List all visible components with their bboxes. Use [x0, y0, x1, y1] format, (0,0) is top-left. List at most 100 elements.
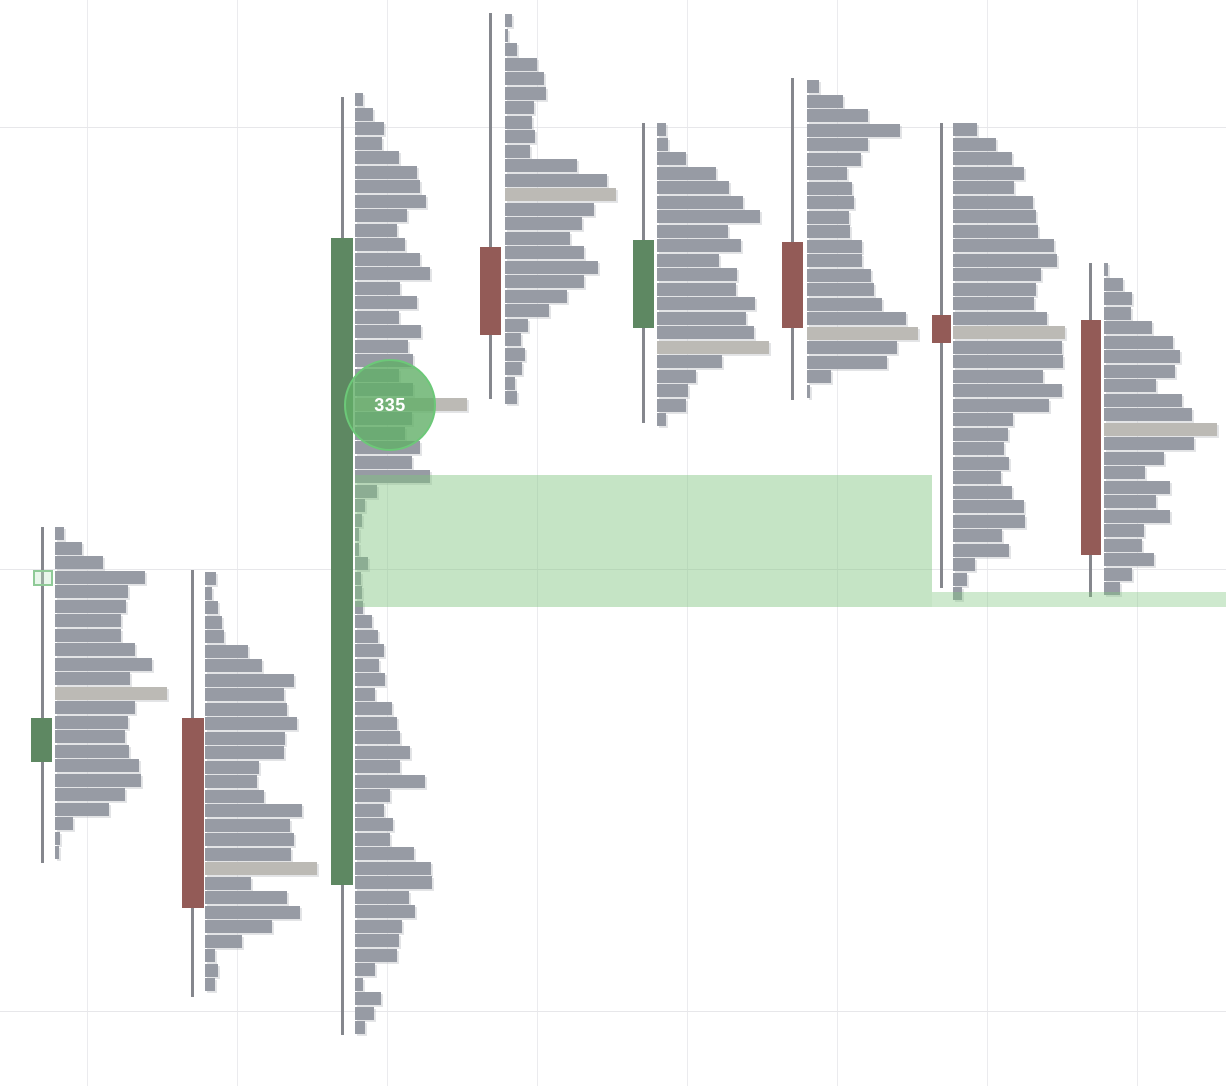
volume-bar — [55, 759, 139, 772]
candle-body-bear — [932, 315, 951, 343]
volume-bar — [355, 282, 400, 295]
volume-bar — [205, 920, 272, 933]
volume-bar — [953, 413, 1013, 426]
poc-volume-bar — [657, 341, 769, 354]
volume-bar — [355, 978, 363, 991]
volume-bar — [355, 760, 400, 773]
volume-bar — [807, 211, 849, 224]
volume-bar — [355, 891, 409, 904]
gridline-horizontal — [0, 1011, 1226, 1012]
demand-zone[interactable] — [355, 475, 932, 607]
volume-bar — [355, 93, 363, 106]
volume-bar — [505, 246, 584, 259]
volume-bar — [657, 370, 696, 383]
volume-bar — [355, 296, 417, 309]
volume-bar — [657, 413, 666, 426]
volume-bar — [355, 224, 397, 237]
volume-bar — [1104, 466, 1145, 479]
volume-bar — [355, 108, 373, 121]
volume-bar — [505, 72, 544, 85]
volume-bar — [505, 377, 515, 390]
volume-bar — [657, 138, 668, 151]
volume-bar — [355, 876, 432, 889]
entry-marker-icon[interactable] — [33, 570, 53, 586]
volume-bar — [1104, 379, 1156, 392]
volume-bar — [55, 817, 73, 830]
volume-bar — [355, 789, 390, 802]
volume-bar — [1104, 263, 1108, 276]
volume-bar — [1104, 394, 1182, 407]
candle-wick — [790, 78, 794, 400]
volume-bar — [205, 601, 218, 614]
volume-bar — [55, 832, 60, 845]
volume-bar — [807, 240, 862, 253]
volume-bar — [1104, 452, 1164, 465]
volume-bar — [807, 182, 852, 195]
volume-bar — [55, 527, 64, 540]
volume-bar — [55, 803, 109, 816]
volume-bar — [807, 225, 850, 238]
volume-bar — [953, 457, 1009, 470]
volume-bar — [355, 702, 392, 715]
volume-bar — [953, 442, 1004, 455]
volume-bar — [807, 109, 868, 122]
volume-bar — [953, 544, 1009, 557]
gridline-horizontal — [0, 569, 1226, 570]
volume-bar — [355, 775, 425, 788]
volume-bar — [205, 978, 215, 991]
volume-bar — [807, 138, 868, 151]
volume-bar — [355, 122, 384, 135]
candle-wick — [488, 13, 492, 399]
volume-bar — [807, 80, 819, 93]
volume-bar — [355, 137, 382, 150]
volume-bar — [953, 370, 1043, 383]
volume-bar — [953, 529, 1002, 542]
volume-bar — [205, 819, 290, 832]
poc-volume-bar — [505, 188, 616, 201]
volume-bar — [355, 267, 430, 280]
volume-badge[interactable]: 335 — [344, 359, 436, 451]
poc-volume-bar — [1104, 423, 1217, 436]
demand-zone-extension[interactable] — [932, 592, 1226, 607]
volume-bar — [355, 818, 393, 831]
volume-bar — [355, 528, 359, 541]
candle-body-bear — [1081, 320, 1101, 555]
volume-bar — [355, 934, 399, 947]
volume-bar — [953, 167, 1024, 180]
volume-bar — [953, 384, 1062, 397]
volume-bar — [55, 585, 128, 598]
volume-bar — [55, 556, 103, 569]
volume-bar — [505, 217, 582, 230]
volume-bar — [55, 774, 141, 787]
volume-bar — [205, 804, 302, 817]
volume-bar — [355, 499, 365, 512]
volume-bar — [807, 312, 906, 325]
volume-bar — [657, 384, 688, 397]
volume-bar — [55, 846, 59, 859]
volume-bar — [953, 123, 977, 136]
volume-bar — [1104, 553, 1154, 566]
volume-bar — [355, 325, 421, 338]
volume-bar — [355, 746, 410, 759]
volume-bar — [355, 717, 397, 730]
gridline-vertical — [987, 0, 988, 1086]
volume-bar — [657, 152, 686, 165]
volume-bar — [807, 153, 861, 166]
volume-bar — [657, 225, 728, 238]
volume-bar — [505, 14, 512, 27]
candle-body-bear — [182, 718, 204, 908]
volume-bar — [205, 717, 297, 730]
volume-bar — [1104, 481, 1170, 494]
volume-bar — [1104, 336, 1173, 349]
volume-bar — [953, 152, 1012, 165]
gridline-vertical — [537, 0, 538, 1086]
volume-bar — [505, 174, 607, 187]
volume-bar — [505, 362, 522, 375]
volume-bar — [205, 616, 222, 629]
volume-bar — [205, 703, 287, 716]
volume-bar — [1104, 307, 1131, 320]
volume-bar — [953, 587, 962, 600]
volume-bar — [1104, 321, 1152, 334]
volume-bar — [1104, 568, 1132, 581]
